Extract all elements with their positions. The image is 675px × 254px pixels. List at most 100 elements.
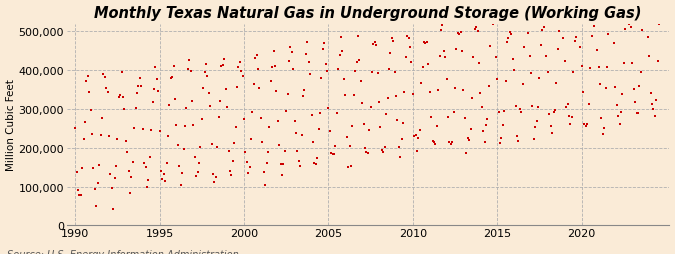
- Point: [557, 18, 568, 22]
- Point: [285, 46, 296, 50]
- Point: [638, 9, 649, 13]
- Point: [552, 47, 563, 52]
- Point: [558, 37, 569, 41]
- Point: [284, 60, 294, 64]
- Point: [248, 82, 259, 86]
- Point: [99, 75, 110, 79]
- Text: Source: U.S. Energy Information Administration: Source: U.S. Energy Information Administ…: [7, 249, 238, 254]
- Point: [537, 29, 547, 33]
- Point: [227, 160, 238, 164]
- Point: [621, 19, 632, 23]
- Point: [325, 130, 335, 134]
- Point: [111, 165, 122, 169]
- Point: [260, 183, 271, 187]
- Point: [352, 35, 363, 39]
- Point: [139, 162, 150, 166]
- Point: [236, 70, 246, 74]
- Point: [587, 21, 598, 25]
- Point: [371, 43, 381, 47]
- Point: [500, 80, 511, 84]
- Point: [610, 86, 621, 90]
- Point: [394, 145, 404, 149]
- Point: [108, 207, 119, 211]
- Point: [406, 61, 417, 65]
- Point: [81, 80, 92, 84]
- Point: [259, 170, 269, 174]
- Point: [319, 42, 329, 46]
- Point: [95, 133, 106, 137]
- Point: [374, 101, 385, 105]
- Point: [229, 142, 240, 146]
- Point: [233, 66, 244, 70]
- Point: [643, 36, 653, 40]
- Point: [446, 143, 456, 147]
- Point: [103, 134, 114, 138]
- Point: [109, 176, 120, 180]
- Point: [264, 125, 275, 129]
- Point: [309, 162, 320, 166]
- Point: [137, 127, 148, 131]
- Point: [105, 173, 115, 177]
- Point: [601, 66, 612, 70]
- Point: [194, 161, 205, 165]
- Point: [254, 87, 265, 91]
- Point: [331, 112, 342, 116]
- Point: [469, 28, 480, 32]
- Point: [91, 204, 102, 208]
- Point: [516, 110, 526, 115]
- Point: [435, 29, 446, 33]
- Point: [163, 134, 173, 138]
- Point: [191, 174, 202, 178]
- Point: [604, 8, 615, 12]
- Point: [465, 128, 476, 132]
- Point: [460, 117, 470, 121]
- Point: [171, 124, 182, 128]
- Point: [523, 32, 534, 36]
- Point: [202, 75, 213, 79]
- Point: [474, 61, 485, 66]
- Point: [134, 77, 145, 81]
- Point: [129, 126, 140, 130]
- Point: [614, 123, 625, 127]
- Point: [655, 10, 666, 14]
- Point: [151, 78, 162, 82]
- Point: [572, 11, 583, 15]
- Point: [489, 19, 500, 23]
- Point: [595, 83, 605, 87]
- Point: [410, 133, 421, 137]
- Point: [216, 65, 227, 69]
- Point: [215, 100, 225, 104]
- Point: [140, 166, 151, 170]
- Point: [263, 150, 273, 154]
- Point: [569, 40, 580, 44]
- Point: [583, 102, 594, 106]
- Point: [195, 146, 206, 150]
- Point: [342, 136, 352, 140]
- Point: [186, 100, 197, 104]
- Point: [261, 162, 272, 166]
- Point: [502, 40, 512, 44]
- Point: [199, 70, 210, 74]
- Point: [529, 137, 539, 141]
- Point: [277, 174, 288, 178]
- Point: [483, 85, 494, 89]
- Point: [132, 91, 142, 96]
- Point: [112, 138, 123, 142]
- Point: [130, 106, 141, 110]
- Point: [357, 102, 368, 106]
- Point: [295, 164, 306, 168]
- Point: [198, 87, 209, 91]
- Point: [496, 136, 507, 140]
- Point: [466, 96, 477, 100]
- Point: [616, 111, 626, 115]
- Point: [470, 26, 481, 30]
- Point: [457, 50, 468, 54]
- Point: [585, 67, 595, 71]
- Point: [503, 37, 514, 41]
- Point: [481, 123, 491, 127]
- Point: [173, 143, 184, 147]
- Point: [562, 103, 573, 107]
- Point: [517, 82, 528, 86]
- Point: [350, 70, 360, 74]
- Point: [486, 18, 497, 22]
